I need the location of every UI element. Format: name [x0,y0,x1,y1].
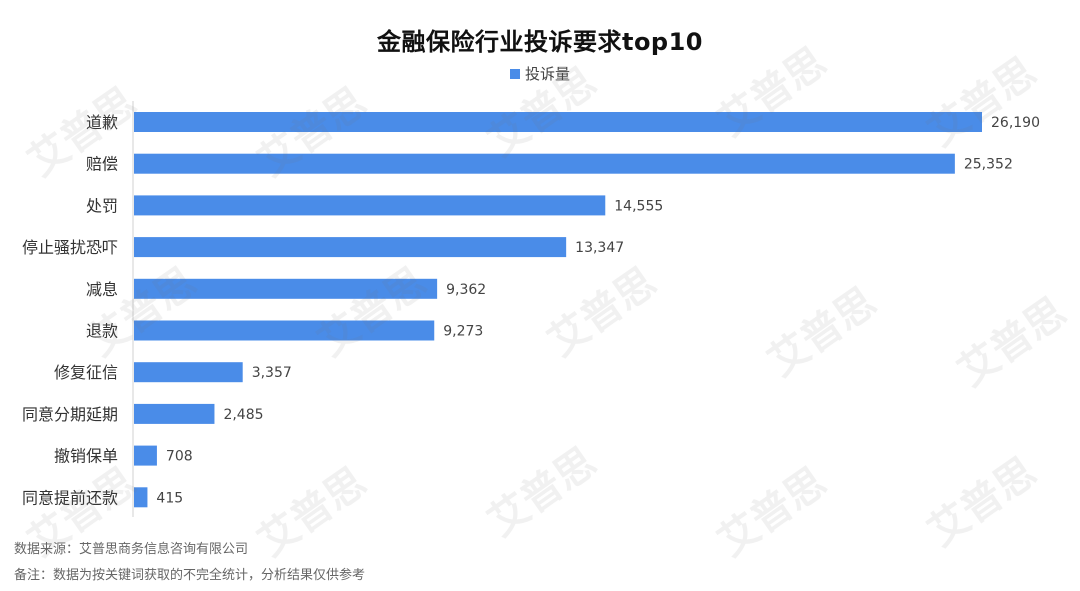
category-label-2: 处罚 [86,196,118,215]
footer-note: 备注：数据为按关键词获取的不完全统计，分析结果仅供参考 [14,568,366,583]
data-label-0: 26,190 [991,115,1040,131]
data-label-4: 9,362 [446,282,486,298]
legend-swatch [509,68,520,79]
category-label-5: 退款 [86,322,118,341]
bar-6 [134,362,243,383]
bar-1 [134,153,955,174]
data-label-1: 25,352 [964,157,1013,173]
category-label-9: 同意提前还款 [22,488,118,507]
footer-source: 数据来源：艾普思商务信息咨询有限公司 [14,542,249,557]
category-label-1: 赔偿 [86,155,118,174]
bar-9 [134,487,148,508]
data-label-7: 2,485 [223,407,263,423]
bar-0 [134,112,982,132]
bar-2 [134,195,606,216]
category-label-4: 减息 [86,280,118,299]
bar-7 [134,403,215,424]
category-label-6: 修复征信 [54,363,118,382]
category-label-0: 道歉 [86,113,118,132]
bar-8 [134,445,157,466]
data-label-8: 708 [166,449,193,465]
data-label-9: 415 [156,490,183,506]
chart-title: 金融保险行业投诉要求top10 [376,28,704,56]
bar-4 [134,278,438,299]
bar-3 [134,237,567,258]
data-label-6: 3,357 [252,365,292,381]
category-label-8: 撤销保单 [54,447,118,466]
legend: 投诉量 [0,63,1080,84]
data-label-5: 9,273 [443,324,483,340]
bar-5 [134,320,435,341]
category-label-3: 停止骚扰恐吓 [22,238,118,257]
legend-label: 投诉量 [524,65,570,83]
data-label-3: 13,347 [575,240,624,256]
data-label-2: 14,555 [614,198,663,214]
category-label-7: 同意分期延期 [22,405,118,424]
